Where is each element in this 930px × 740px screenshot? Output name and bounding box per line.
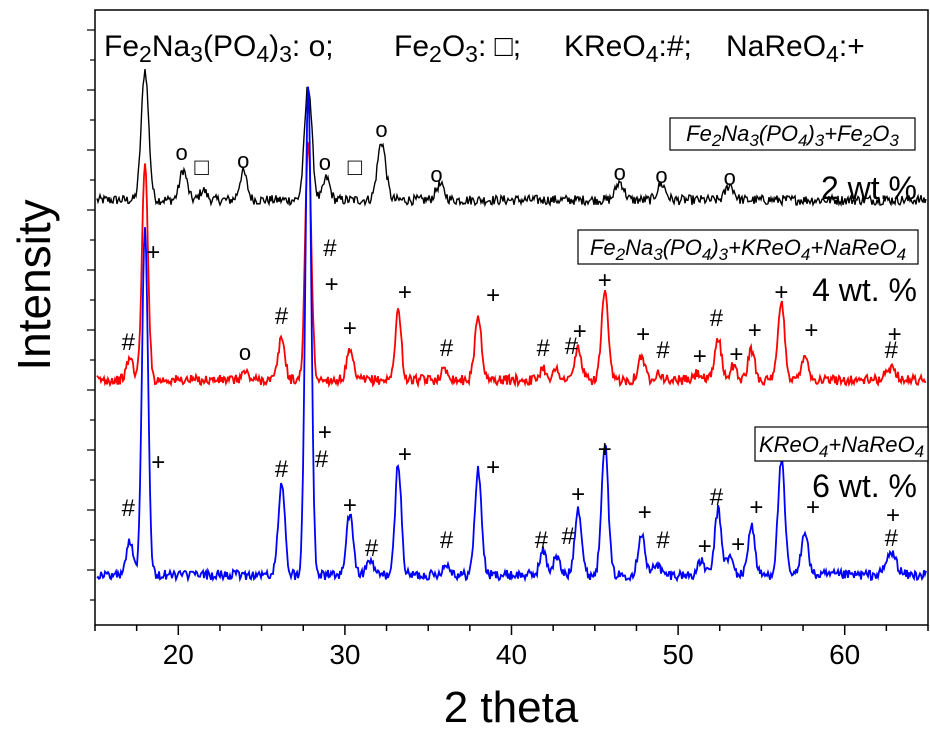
series-layer bbox=[96, 69, 927, 583]
key-item: Fe2O3: □; bbox=[394, 30, 521, 67]
peak-marker-s4: + bbox=[636, 321, 650, 348]
peak-marker-s6: + bbox=[731, 531, 745, 558]
peak-marker-s6: # bbox=[275, 456, 289, 483]
peak-marker-s4: + bbox=[774, 279, 788, 306]
peak-marker-s4: # bbox=[885, 337, 899, 364]
peak-markers: o□ o o □oo o o o#+o##+++#+# #+++# +#++++#+#+ # #++… bbox=[122, 117, 902, 562]
peak-marker-s6: + bbox=[698, 533, 712, 560]
peak-marker-s6: # bbox=[440, 527, 454, 554]
series-label-s6: KReO4+NaReO4 bbox=[759, 432, 924, 461]
peak-marker-s4: # bbox=[536, 335, 550, 362]
series-label-box bbox=[754, 426, 929, 462]
peak-marker-s6: + bbox=[571, 481, 585, 508]
x-tick-label: 30 bbox=[329, 639, 360, 670]
peak-marker-s6: + bbox=[398, 441, 412, 468]
peak-marker-s2: o bbox=[655, 163, 667, 188]
series-s6-line bbox=[96, 86, 927, 583]
peak-marker-s2: o bbox=[614, 160, 626, 185]
x-axis-ticks: 20 30 40 50 60 bbox=[94, 625, 929, 670]
y-axis-ticks bbox=[87, 29, 95, 601]
peak-marker-s4: # bbox=[122, 329, 136, 356]
peak-marker-s2: □ bbox=[348, 154, 363, 181]
series-s2-line bbox=[96, 69, 927, 208]
peak-marker-s4: + bbox=[398, 279, 412, 306]
peak-marker-s4: o bbox=[239, 340, 251, 365]
peak-marker-s4: + bbox=[598, 267, 612, 294]
peak-marker-s4: + bbox=[486, 282, 500, 309]
x-tick-label: 60 bbox=[829, 639, 860, 670]
peak-marker-s2: o bbox=[375, 117, 387, 142]
peak-marker-s6: # bbox=[535, 527, 549, 554]
peak-marker-s2: o bbox=[724, 165, 736, 190]
x-axis-label: 2 theta bbox=[444, 683, 579, 732]
series-loading-s6: 6 wt. % bbox=[812, 468, 917, 504]
key-item: NaReO4:+ bbox=[726, 30, 865, 67]
key-item: KReO4:#; bbox=[564, 30, 692, 67]
series-loading-s4: 4 wt. % bbox=[812, 272, 917, 308]
peak-marker-s6: + bbox=[598, 436, 612, 463]
peak-marker-s2: o bbox=[237, 148, 249, 173]
peak-marker-s6: + bbox=[318, 419, 332, 446]
peak-marker-s6: + bbox=[638, 499, 652, 526]
peak-marker-s2: o bbox=[176, 140, 188, 165]
x-tick-label: 40 bbox=[496, 639, 527, 670]
peak-marker-s2: o bbox=[430, 162, 442, 187]
peak-marker-s4: + bbox=[888, 321, 902, 348]
series-label-box bbox=[669, 117, 916, 151]
series-label-box bbox=[577, 229, 919, 265]
x-tick-label: 50 bbox=[663, 639, 694, 670]
peak-marker-s4: # bbox=[656, 337, 670, 364]
series-labels: Fe2Na3(PO4)3+Fe2O3 2 wt.% Fe2Na3(PO4)3+KRe… bbox=[577, 117, 929, 504]
series-label-s4: Fe2Na3(PO4)3+KReO4+NaReO4 bbox=[590, 235, 906, 264]
peak-marker-s6: # bbox=[315, 446, 329, 473]
peak-marker-s6: # bbox=[885, 525, 899, 552]
peak-marker-s4: + bbox=[729, 341, 743, 368]
peak-marker-s6: # bbox=[656, 527, 670, 554]
plot-frame bbox=[94, 9, 929, 626]
peak-marker-s4: # bbox=[565, 333, 579, 360]
peak-marker-s4: + bbox=[748, 317, 762, 344]
y-axis-label: Intensity bbox=[8, 199, 60, 370]
peak-marker-s4: + bbox=[343, 315, 357, 342]
peak-marker-s6: + bbox=[749, 494, 763, 521]
peak-marker-s6: # bbox=[561, 523, 575, 550]
peak-marker-s6: + bbox=[886, 502, 900, 529]
peak-marker-s4: # bbox=[710, 305, 724, 332]
peak-marker-s4: # bbox=[275, 303, 289, 330]
key-item: Fe2Na3(PO4)3: o; bbox=[104, 30, 334, 67]
peak-marker-s4: + bbox=[693, 343, 707, 370]
peak-marker-s4: # bbox=[440, 335, 454, 362]
peak-marker-s6: + bbox=[486, 454, 500, 481]
series-label-s2: Fe2Na3(PO4)3+Fe2O3 bbox=[686, 121, 899, 150]
phase-key: Fe2Na3(PO4)3: o; Fe2O3: □; KReO4:#; NaReO4:… bbox=[104, 30, 865, 67]
x-tick-label: 20 bbox=[163, 639, 194, 670]
peak-marker-s6: + bbox=[806, 494, 820, 521]
peak-marker-s6: # bbox=[710, 484, 724, 511]
peak-marker-s6: + bbox=[151, 449, 165, 476]
peak-marker-s4: # bbox=[323, 235, 337, 262]
peak-marker-s6: + bbox=[343, 492, 357, 519]
peak-marker-s2: o bbox=[319, 150, 331, 175]
peak-marker-s4: + bbox=[573, 318, 587, 345]
peak-marker-s6: # bbox=[122, 495, 136, 522]
series-s4-line bbox=[96, 140, 927, 389]
peak-marker-s2: □ bbox=[194, 154, 209, 181]
peak-marker-s4: + bbox=[146, 239, 160, 266]
peak-marker-s4: + bbox=[804, 317, 818, 344]
peak-marker-s4: + bbox=[325, 271, 339, 298]
series-loading-s2: 2 wt.% bbox=[821, 170, 917, 206]
peak-marker-s6: # bbox=[365, 535, 379, 562]
